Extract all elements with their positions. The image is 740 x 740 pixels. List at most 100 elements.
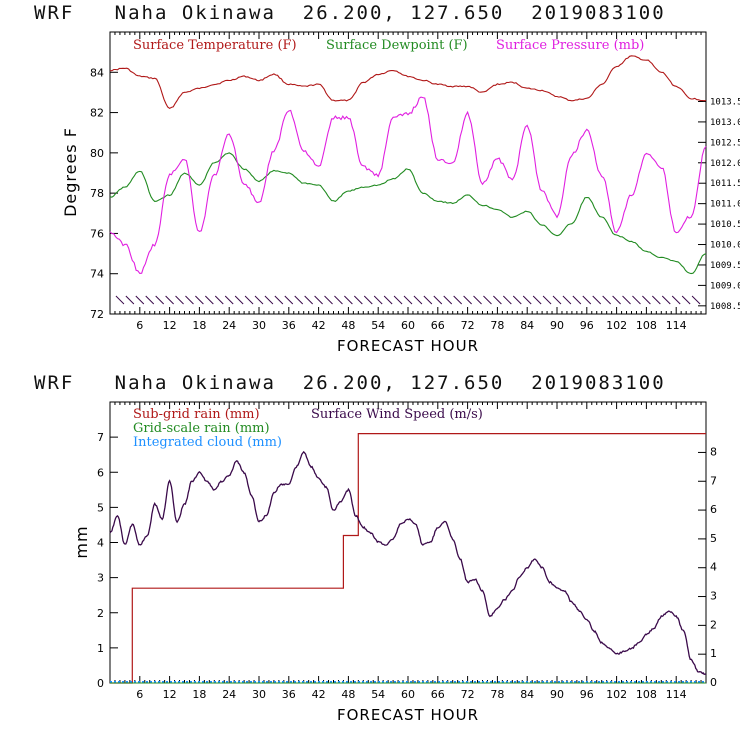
chart-1-legend-pressure: Surface Pressure (mb) bbox=[496, 38, 644, 53]
chart-2-y2-tick-label: 3 bbox=[710, 590, 717, 603]
wind-barb-icon bbox=[473, 295, 482, 305]
chart-2-x-tick-label: 42 bbox=[312, 688, 326, 701]
wind-barb-icon bbox=[542, 295, 552, 305]
chart-1-x-tick-label: 24 bbox=[222, 319, 236, 332]
wind-barb-icon bbox=[224, 295, 234, 305]
wind-barb-icon bbox=[254, 295, 264, 305]
wind-barb-icon bbox=[493, 295, 502, 305]
chart-1-x-tick-label: 90 bbox=[550, 319, 564, 332]
chart-2-y-tick-label: 3 bbox=[97, 572, 104, 585]
wind-barb-icon bbox=[651, 295, 661, 305]
dewpoint-line bbox=[109, 152, 707, 275]
wind-barb-icon bbox=[582, 295, 592, 305]
wind-barb-icon bbox=[552, 295, 562, 305]
chart-1-y2-tick-label: 1012.5 bbox=[710, 138, 740, 148]
chart-2-y-tick-label: 1 bbox=[97, 642, 104, 655]
chart-1-plot-frame bbox=[109, 31, 707, 315]
chart-2-y2-tick-label: 1 bbox=[710, 647, 717, 660]
chart-1-x-tick-label: 78 bbox=[490, 319, 504, 332]
wind-barb-icon bbox=[671, 295, 681, 305]
wind-barb-icon bbox=[691, 295, 701, 305]
chart-2-legend-wind: Surface Wind Speed (m/s) bbox=[311, 407, 483, 422]
chart-1-x-tick-label: 66 bbox=[431, 319, 445, 332]
wind-barb-icon bbox=[661, 295, 671, 305]
chart-1-x-tick-label: 36 bbox=[282, 319, 296, 332]
wind-barb-icon bbox=[304, 295, 314, 305]
wind-barb-icon bbox=[294, 295, 304, 305]
chart-2-x-tick-label: 72 bbox=[461, 688, 475, 701]
chart-1-y2-tick-label: 1010.0 bbox=[710, 241, 740, 251]
wind-barb-icon bbox=[681, 295, 691, 305]
chart-2-y-tick-label: 6 bbox=[97, 466, 104, 479]
chart-2-x-tick-label: 90 bbox=[550, 688, 564, 701]
wind-barb-icon bbox=[344, 295, 353, 305]
wind-barb-icon bbox=[353, 295, 363, 305]
wind-barb-icon bbox=[562, 295, 572, 305]
chart-2-y-tick-label: 7 bbox=[97, 431, 104, 444]
sub-grid-rain-line bbox=[110, 433, 706, 684]
chart-2-x-tick-label: 24 bbox=[222, 688, 236, 701]
chart-1-xlabel: FORECAST HOUR bbox=[337, 337, 479, 355]
chart-2-x-tick-label: 66 bbox=[431, 688, 445, 701]
chart-1-y-tick-label: 84 bbox=[90, 66, 104, 79]
wind-barb-icon bbox=[145, 295, 155, 305]
chart-1-y-tick-label: 72 bbox=[90, 308, 104, 321]
temperature-pressure-chart: 6 12 18 24 30 36 42 48 54 60 66 72 78 84 90 96 102 108 114… bbox=[61, 31, 740, 355]
rain-wind-chart: 6 12 18 24 30 36 42 48 54 60 66 72 78 84 90 96 102 108 114… bbox=[72, 401, 717, 724]
chart-1-y2-tick-label: 1013.5 bbox=[710, 97, 740, 107]
wind-barb-icon bbox=[195, 295, 204, 305]
chart-1-x-tick-label: 84 bbox=[520, 319, 534, 332]
wind-barb-icon bbox=[602, 295, 612, 305]
wind-barb-icon bbox=[423, 295, 433, 305]
chart-2-ylabel: mm bbox=[72, 525, 91, 558]
chart-2-y-tick-label: 4 bbox=[97, 537, 104, 550]
wind-barb-icon bbox=[433, 295, 443, 305]
chart-2-xlabel: FORECAST HOUR bbox=[337, 706, 479, 724]
chart-2-x-tick-label: 102 bbox=[606, 688, 627, 701]
chart-1-title: WRF Naha Okinawa 26.200, 127.650 2019083… bbox=[34, 2, 666, 24]
chart-2-y2-tick-label: 7 bbox=[710, 474, 717, 487]
chart-1-x-tick-label: 72 bbox=[461, 319, 475, 332]
chart-2-y2-tick-label: 6 bbox=[710, 503, 717, 516]
chart-2-x-tick-label: 114 bbox=[666, 688, 687, 701]
wind-barb-icon bbox=[642, 295, 651, 305]
chart-2-legend-gridscale: Grid-scale rain (mm) bbox=[133, 421, 270, 436]
wind-barb-icon bbox=[135, 295, 145, 305]
chart-1-y2-tick-label: 1010.5 bbox=[710, 220, 740, 230]
chart-2-x-tick-label: 6 bbox=[136, 688, 143, 701]
chart-1-y2-tick-label: 1009.0 bbox=[710, 281, 740, 291]
wind-barb-icon bbox=[512, 295, 522, 305]
wind-barb-icon bbox=[214, 295, 224, 305]
chart-2-x-tick-label: 108 bbox=[636, 688, 657, 701]
chart-1-y-tick-label: 80 bbox=[90, 147, 104, 160]
chart-1-x-tick-label: 18 bbox=[192, 319, 206, 332]
wind-barb-icon bbox=[363, 295, 373, 305]
chart-1-y2-tick-label: 1009.5 bbox=[710, 261, 740, 271]
chart-1-x-tick-label: 102 bbox=[606, 319, 627, 332]
chart-1-y-tick-label: 76 bbox=[90, 227, 104, 240]
chart-2-x-tick-label: 60 bbox=[401, 688, 415, 701]
chart-2-y2-tick-label: 0 bbox=[710, 676, 717, 689]
wind-barb-icon bbox=[284, 295, 294, 305]
chart-2-x-tick-label: 96 bbox=[580, 688, 594, 701]
chart-2-x-tick-label: 84 bbox=[520, 688, 534, 701]
wind-barb-icon bbox=[204, 295, 214, 305]
chart-1-y2-tick-label: 1008.5 bbox=[710, 302, 740, 312]
chart-2-x-tick-label: 30 bbox=[252, 688, 266, 701]
wind-barb-icon bbox=[334, 295, 343, 305]
chart-2-y-tick-label: 0 bbox=[97, 677, 104, 690]
chart-2-y-tick-label: 2 bbox=[97, 607, 104, 620]
chart-1-x-tick-label: 12 bbox=[163, 319, 177, 332]
chart-2-y2-tick-label: 8 bbox=[710, 445, 717, 458]
chart-1-x-tick-label: 54 bbox=[371, 319, 385, 332]
wind-barb-icon bbox=[274, 295, 284, 305]
chart-1-y2-tick-label: 1011.5 bbox=[710, 179, 740, 189]
wind-barb-icon bbox=[324, 295, 333, 305]
chart-1-legend-dewpoint: Surface Dewpoint (F) bbox=[326, 38, 468, 53]
wind-barb-icon bbox=[403, 295, 413, 305]
wind-barb-icon bbox=[532, 295, 542, 305]
wind-barb-icon bbox=[453, 295, 463, 305]
wind-barb-icon bbox=[244, 295, 254, 305]
wind-barb-icon bbox=[155, 295, 165, 305]
chart-2-title: WRF Naha Okinawa 26.200, 127.650 2019083… bbox=[34, 372, 666, 394]
